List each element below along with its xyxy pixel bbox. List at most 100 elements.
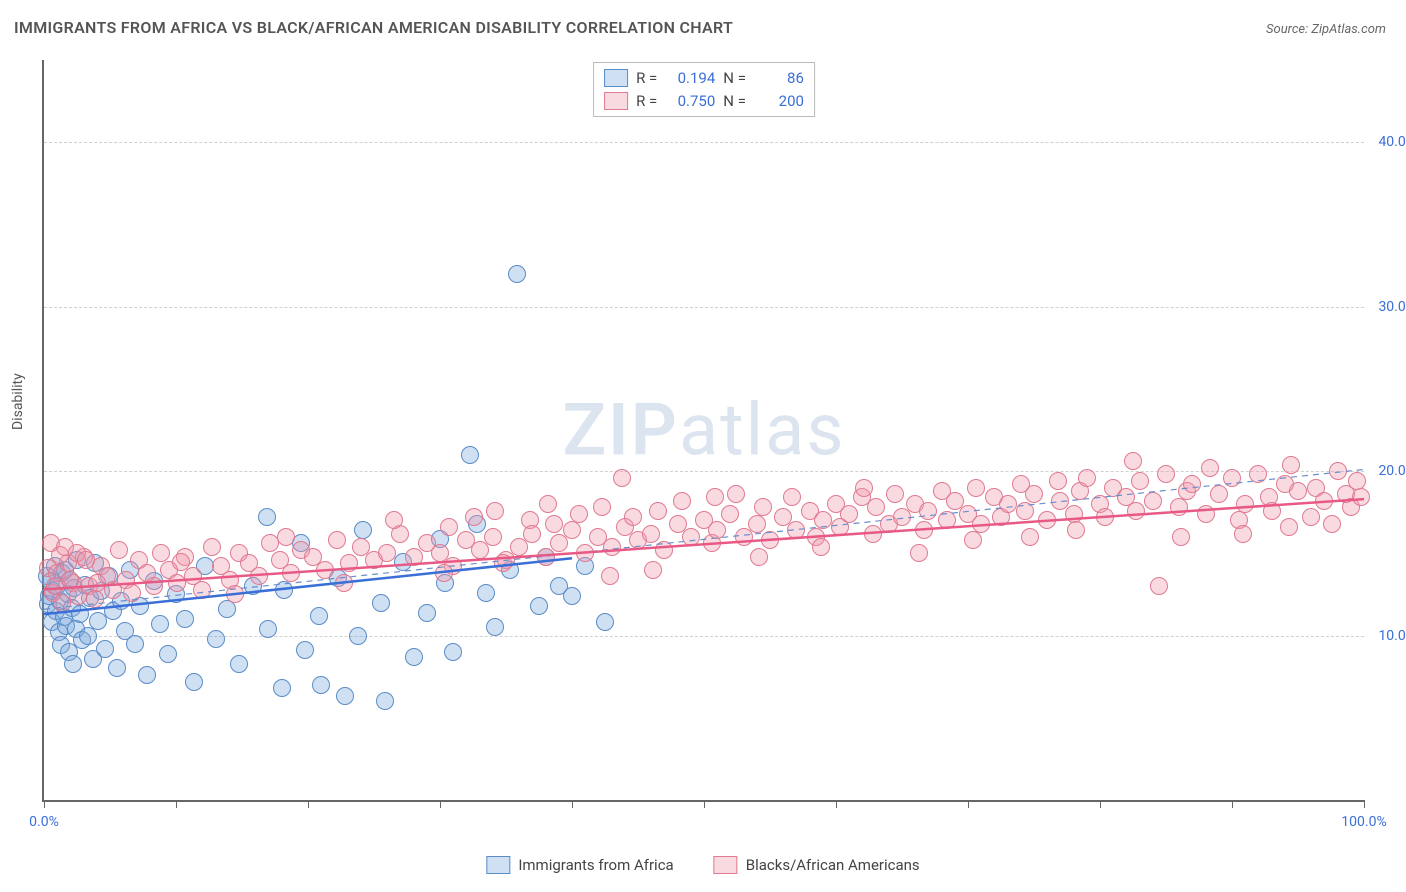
scatter-point-black	[385, 511, 403, 529]
scatter-point-black	[1096, 508, 1114, 526]
scatter-point-black	[886, 485, 904, 503]
scatter-point-africa	[461, 446, 479, 464]
scatter-point-black	[316, 561, 334, 579]
stat-n-value: 86	[754, 67, 804, 90]
xtick	[1100, 800, 1101, 808]
scatter-point-africa	[258, 508, 276, 526]
xtick	[44, 800, 45, 808]
scatter-point-black	[1348, 472, 1366, 490]
xtick	[1232, 800, 1233, 808]
scatter-point-africa	[96, 640, 114, 658]
scatter-point-black	[1144, 492, 1162, 510]
scatter-point-black	[938, 511, 956, 529]
stats-legend-box: R =0.194N =86R =0.750N =200	[593, 62, 815, 117]
scatter-point-black	[1016, 502, 1034, 520]
scatter-point-black	[61, 571, 79, 589]
swatch-black	[604, 92, 628, 110]
scatter-point-black	[1049, 472, 1067, 490]
scatter-point-africa	[444, 643, 462, 661]
scatter-point-black	[440, 518, 458, 536]
ytick-label: 40.0%	[1378, 134, 1406, 150]
scatter-point-africa	[230, 655, 248, 673]
scatter-point-black	[563, 521, 581, 539]
scatter-point-black	[915, 521, 933, 539]
ytick-label: 10.0%	[1378, 628, 1406, 644]
stat-row-black: R =0.750N =200	[604, 90, 804, 113]
scatter-point-black	[673, 492, 691, 510]
scatter-point-africa	[185, 673, 203, 691]
xtick	[1364, 800, 1365, 808]
scatter-point-black	[1323, 515, 1341, 533]
scatter-point-black	[1289, 482, 1307, 500]
scatter-point-black	[328, 531, 346, 549]
xtick	[704, 800, 705, 808]
legend-item-africa: Immigrants from Africa	[486, 856, 673, 874]
scatter-point-black	[1127, 502, 1145, 520]
scatter-point-black	[864, 525, 882, 543]
scatter-point-africa	[275, 581, 293, 599]
scatter-point-black	[682, 528, 700, 546]
scatter-point-black	[893, 508, 911, 526]
scatter-point-black	[523, 525, 541, 543]
scatter-point-black	[972, 515, 990, 533]
xtick	[308, 800, 309, 808]
legend-item-black: Blacks/African Americans	[714, 856, 920, 874]
scatter-point-black	[787, 521, 805, 539]
scatter-point-black	[277, 528, 295, 546]
scatter-point-black	[1236, 495, 1254, 513]
scatter-point-black	[812, 538, 830, 556]
scatter-point-black	[510, 538, 528, 556]
scatter-point-black	[748, 515, 766, 533]
source-attribution: Source: ZipAtlas.com	[1266, 22, 1386, 37]
scatter-point-africa	[508, 265, 526, 283]
scatter-point-black	[601, 567, 619, 585]
scatter-point-black	[340, 554, 358, 572]
scatter-point-africa	[64, 655, 82, 673]
scatter-point-black	[1078, 469, 1096, 487]
watermark-atlas: atlas	[679, 388, 846, 473]
scatter-point-black	[110, 541, 128, 559]
scatter-point-black	[484, 528, 502, 546]
scatter-point-black	[1223, 469, 1241, 487]
scatter-point-africa	[151, 615, 169, 633]
scatter-point-black	[145, 577, 163, 595]
scatter-point-africa	[312, 676, 330, 694]
scatter-point-black	[88, 574, 106, 592]
scatter-point-black	[1021, 528, 1039, 546]
xtick-label: 100.0%	[1341, 814, 1386, 830]
scatter-point-africa	[79, 627, 97, 645]
scatter-point-black	[471, 541, 489, 559]
scatter-point-africa	[336, 687, 354, 705]
scatter-point-black	[545, 515, 563, 533]
stat-r-value: 0.750	[665, 90, 715, 113]
scatter-point-black	[405, 548, 423, 566]
scatter-point-black	[919, 502, 937, 520]
scatter-point-africa	[596, 613, 614, 631]
scatter-point-black	[1025, 485, 1043, 503]
scatter-point-black	[86, 590, 104, 608]
xtick	[572, 800, 573, 808]
scatter-point-black	[1282, 456, 1300, 474]
scatter-point-black	[642, 525, 660, 543]
gridline-h	[44, 636, 1364, 637]
scatter-point-black	[1352, 488, 1370, 506]
legend-label: Immigrants from Africa	[518, 856, 673, 874]
swatch-africa	[486, 856, 510, 874]
scatter-point-black	[624, 508, 642, 526]
ytick-label: 30.0%	[1378, 299, 1406, 315]
scatter-point-black	[494, 554, 512, 572]
scatter-point-black	[335, 574, 353, 592]
scatter-point-africa	[418, 604, 436, 622]
scatter-point-black	[1234, 525, 1252, 543]
scatter-point-africa	[207, 630, 225, 648]
stat-r-label: R =	[636, 67, 657, 90]
scatter-point-africa	[349, 627, 367, 645]
scatter-point-black	[613, 469, 631, 487]
scatter-point-black	[1280, 518, 1298, 536]
scatter-point-black	[1249, 465, 1267, 483]
scatter-point-black	[814, 511, 832, 529]
scatter-point-black	[1038, 511, 1056, 529]
scatter-point-black	[465, 508, 483, 526]
scatter-point-black	[1329, 462, 1347, 480]
scatter-point-black	[152, 544, 170, 562]
